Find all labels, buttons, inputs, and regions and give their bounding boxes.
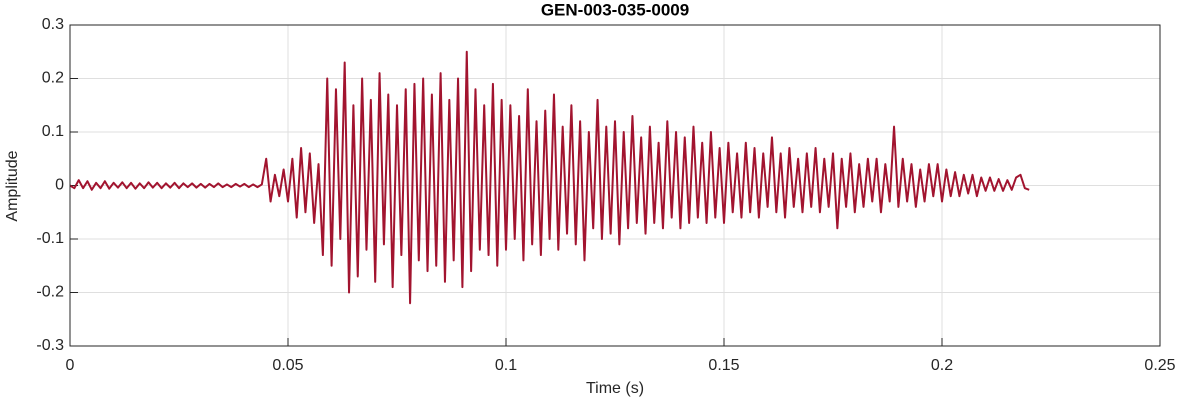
x-tick-label: 0.2	[931, 357, 953, 374]
waveform-line	[69, 50, 1030, 305]
chart-title: GEN-003-035-0009	[541, 0, 689, 19]
y-tick-label: -0.1	[36, 230, 64, 247]
x-axis-label: Time (s)	[586, 380, 644, 397]
y-tick-label: -0.3	[36, 337, 64, 354]
y-tick-label: -0.2	[36, 284, 64, 301]
x-tick-label: 0	[66, 357, 75, 374]
y-tick-label: 0.3	[42, 16, 64, 33]
y-axis-label: Amplitude	[4, 150, 21, 221]
x-tick-label: 0.05	[272, 357, 303, 374]
x-tick-label: 0.1	[495, 357, 517, 374]
y-tick-label: 0.1	[42, 123, 64, 140]
x-tick-label: 0.25	[1144, 357, 1175, 374]
y-tick-label: 0.2	[42, 70, 64, 87]
plot-frame	[69, 24, 1161, 347]
y-tick-label: 0	[55, 177, 64, 194]
x-tick-label: 0.15	[708, 357, 739, 374]
